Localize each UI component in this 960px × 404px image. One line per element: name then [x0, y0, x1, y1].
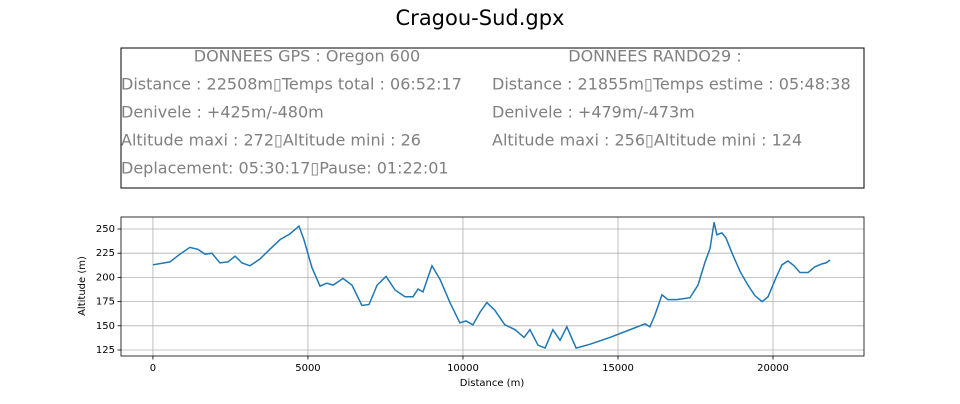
info-header: DONNEES GPS : Oregon 600	[194, 47, 420, 66]
x-tick-label: 15000	[602, 363, 634, 374]
data-line	[152, 222, 831, 350]
x-tick-label: 20000	[757, 363, 789, 374]
x-axis-label: Distance (m)	[460, 378, 525, 389]
info-line: Distance : 22508m▯Temps total : 06:52:17	[121, 75, 462, 94]
x-tick-label: 5000	[295, 363, 320, 374]
y-axis-label: Altitude (m)	[77, 256, 88, 316]
plot-frame	[120, 216, 865, 357]
y-tick-label: 175	[96, 297, 115, 308]
info-header: DONNEES RANDO29 :	[568, 47, 741, 66]
y-tick-label: 225	[96, 248, 115, 259]
y-tick-label: 125	[96, 345, 115, 356]
info-line: Altitude maxi : 256▯Altitude mini : 124	[492, 131, 802, 150]
info-line: Altitude maxi : 272▯Altitude mini : 26	[121, 131, 421, 150]
info-line: Distance : 21855m▯Temps estime : 05:48:3…	[492, 75, 851, 94]
figure-title: Cragou-Sud.gpx	[396, 6, 565, 30]
y-tick-label: 150	[96, 321, 115, 332]
info-line: Denivele : +479m/-473m	[492, 103, 695, 122]
y-tick-label: 250	[96, 224, 115, 235]
info-line: Deplacement: 05:30:17▯Pause: 01:22:01	[121, 159, 449, 178]
x-tick-label: 10000	[447, 363, 479, 374]
x-tick-label: 0	[150, 363, 156, 374]
y-tick-label: 200	[96, 272, 115, 283]
info-box	[120, 47, 865, 189]
info-line: Denivele : +425m/-480m	[121, 103, 324, 122]
